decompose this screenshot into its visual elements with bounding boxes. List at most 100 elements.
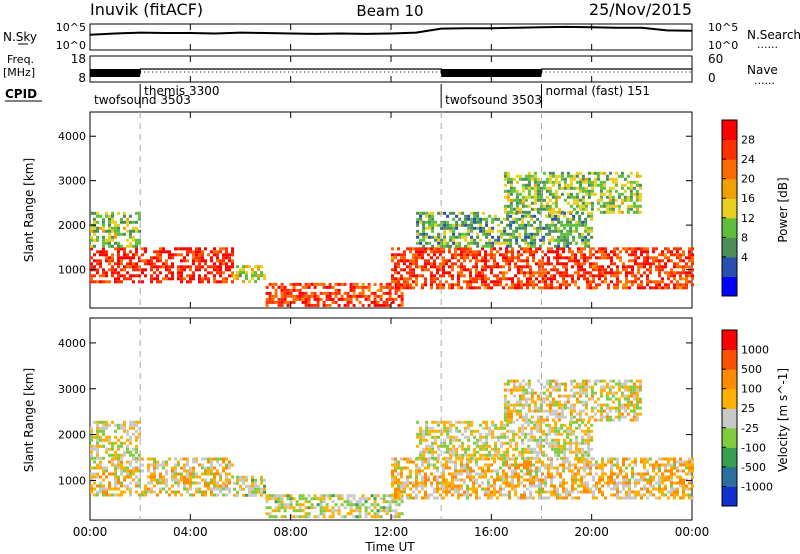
heatmap-cell-feature-0 — [189, 487, 192, 491]
heatmap-cell-feature-5 — [419, 232, 423, 236]
heatmap-cell-feature-6 — [509, 207, 513, 211]
heatmap-cell-feature-4 — [418, 247, 421, 251]
heatmap-cell-feature-3 — [331, 285, 335, 289]
heatmap-cell-feature-4 — [508, 256, 511, 260]
heatmap-cell-feature-0 — [180, 457, 183, 461]
heatmap-cell-feature-0 — [204, 457, 207, 461]
heatmap-cell-feature-1 — [135, 420, 138, 424]
heatmap-cell-feature-4 — [649, 493, 652, 497]
heatmap-cell-feature-6 — [635, 388, 639, 392]
heatmap-cell-feature-3 — [340, 515, 344, 519]
heatmap-cell-feature-4 — [457, 253, 460, 257]
heatmap-cell-feature-4 — [562, 478, 565, 482]
heatmap-cell-feature-0 — [186, 259, 189, 263]
heatmap-cell-feature-0 — [156, 481, 159, 485]
heatmap-cell-feature-0 — [201, 466, 204, 470]
heatmap-cell-feature-4 — [568, 463, 571, 467]
velocity-ytick-label: 3000 — [58, 383, 86, 396]
heatmap-cell-feature-6 — [629, 180, 633, 184]
heatmap-cell-feature-5 — [521, 453, 525, 457]
heatmap-cell-feature-4 — [394, 478, 397, 482]
heatmap-cell-feature-4 — [478, 271, 481, 275]
heatmap-cell-feature-4 — [529, 250, 532, 254]
heatmap-cell-feature-4 — [478, 472, 481, 476]
heatmap-cell-feature-4 — [532, 271, 535, 275]
heatmap-cell-feature-5 — [473, 241, 477, 245]
heatmap-cell-feature-5 — [587, 453, 591, 457]
heatmap-cell-feature-5 — [533, 456, 537, 460]
heatmap-cell-feature-0 — [129, 460, 132, 464]
heatmap-cell-feature-5 — [422, 244, 426, 248]
heatmap-cell-feature-4 — [403, 466, 406, 470]
heatmap-cell-feature-4 — [442, 259, 445, 263]
heatmap-cell-feature-4 — [523, 274, 526, 278]
heatmap-cell-feature-5 — [443, 241, 447, 245]
heatmap-cell-feature-5 — [485, 232, 489, 236]
heatmap-cell-feature-1 — [96, 429, 99, 433]
heatmap-cell-feature-0 — [177, 490, 180, 494]
heatmap-cell-feature-0 — [162, 265, 165, 269]
heatmap-cell-feature-1 — [138, 217, 141, 221]
heatmap-cell-feature-3 — [394, 282, 398, 286]
heatmap-cell-feature-5 — [488, 241, 492, 245]
heatmap-cell-feature-4 — [394, 487, 397, 491]
heatmap-cell-feature-5 — [464, 426, 468, 430]
heatmap-cell-feature-5 — [470, 238, 474, 242]
heatmap-cell-feature-0 — [204, 262, 207, 266]
heatmap-cell-feature-3 — [286, 494, 290, 498]
heatmap-cell-feature-4 — [532, 496, 535, 500]
heatmap-cell-feature-4 — [472, 469, 475, 473]
heatmap-cell-feature-4 — [490, 265, 493, 269]
heatmap-cell-feature-5 — [473, 220, 477, 224]
heatmap-cell-feature-4 — [391, 481, 394, 485]
heatmap-cell-feature-4 — [655, 466, 658, 470]
heatmap-cell-feature-4 — [652, 286, 655, 290]
heatmap-cell-feature-5 — [443, 244, 447, 248]
heatmap-cell-feature-3 — [376, 509, 380, 513]
heatmap-cell-feature-5 — [455, 447, 459, 451]
heatmap-cell-feature-4 — [601, 469, 604, 473]
heatmap-cell-feature-3 — [340, 282, 344, 286]
heatmap-cell-feature-4 — [625, 280, 628, 284]
heatmap-cell-feature-6 — [536, 406, 540, 410]
heatmap-cell-feature-4 — [550, 268, 553, 272]
heatmap-cell-feature-4 — [565, 286, 568, 290]
heatmap-cell-feature-0 — [177, 253, 180, 257]
heatmap-cell-feature-4 — [526, 496, 529, 500]
heatmap-cell-feature-4 — [667, 250, 670, 254]
heatmap-cell-feature-6 — [608, 406, 612, 410]
heatmap-cell-feature-0 — [228, 253, 231, 257]
heatmap-cell-feature-6 — [572, 394, 576, 398]
heatmap-cell-feature-4 — [616, 268, 619, 272]
heatmap-cell-feature-4 — [679, 460, 682, 464]
heatmap-cell-feature-6 — [557, 400, 561, 404]
heatmap-cell-feature-4 — [466, 286, 469, 290]
heatmap-cell-feature-4 — [463, 481, 466, 485]
heatmap-cell-feature-3 — [382, 291, 386, 295]
heatmap-cell-feature-3 — [358, 500, 362, 504]
heatmap-cell-feature-0 — [111, 487, 114, 491]
heatmap-cell-feature-5 — [461, 441, 465, 445]
heatmap-cell-feature-6 — [635, 207, 639, 211]
heatmap-cell-feature-3 — [319, 503, 323, 507]
heatmap-cell-feature-5 — [428, 456, 432, 460]
heatmap-cell-feature-5 — [479, 223, 483, 227]
heatmap-cell-feature-4 — [598, 268, 601, 272]
heatmap-cell-feature-4 — [559, 271, 562, 275]
heatmap-cell-feature-6 — [623, 397, 627, 401]
heatmap-cell-feature-3 — [286, 506, 290, 510]
heatmap-cell-feature-4 — [610, 472, 613, 476]
heatmap-cell-feature-4 — [415, 496, 418, 500]
heatmap-cell-feature-6 — [602, 171, 606, 175]
heatmap-cell-feature-4 — [640, 280, 643, 284]
heatmap-cell-feature-0 — [210, 250, 213, 254]
heatmap-cell-feature-4 — [436, 250, 439, 254]
heatmap-cell-feature-4 — [511, 457, 514, 461]
heatmap-cell-feature-3 — [283, 291, 287, 295]
heatmap-cell-feature-0 — [114, 478, 117, 482]
heatmap-cell-feature-5 — [461, 220, 465, 224]
heatmap-cell-feature-4 — [553, 274, 556, 278]
heatmap-cell-feature-6 — [536, 186, 540, 190]
heatmap-cell-feature-0 — [213, 262, 216, 266]
heatmap-cell-feature-4 — [667, 463, 670, 467]
